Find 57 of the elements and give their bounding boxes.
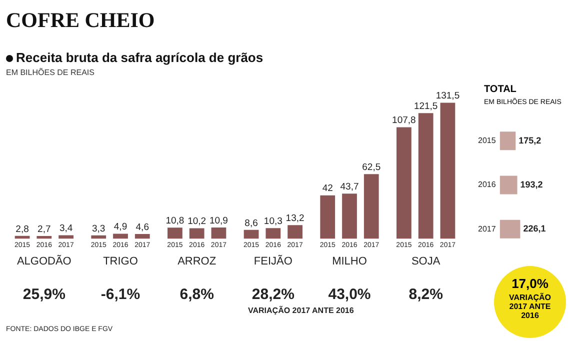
data-label: 10,3 bbox=[264, 216, 282, 228]
y-tick-label: 2017 bbox=[478, 224, 496, 234]
x-tick-label: FEIJÃO bbox=[254, 254, 293, 268]
data-label: 226,1 bbox=[523, 224, 546, 234]
x-tick-label: ALGODÃO bbox=[16, 254, 72, 268]
bar bbox=[288, 225, 302, 239]
data-label: 4,6 bbox=[136, 222, 149, 233]
data-label: 13,2 bbox=[286, 213, 304, 224]
bar bbox=[440, 102, 456, 239]
text: 43,0% bbox=[328, 286, 371, 303]
bar bbox=[266, 228, 281, 239]
text: 6,8% bbox=[180, 286, 214, 303]
data-label: 10,2 bbox=[188, 216, 206, 228]
data-label: 175,2 bbox=[518, 135, 542, 146]
data-label: 3,3 bbox=[92, 223, 106, 234]
y-tick-label: 2015 bbox=[478, 136, 496, 146]
bar bbox=[342, 194, 357, 239]
x-tick-label: ARROZ bbox=[178, 255, 216, 268]
chart-title: TOTAL bbox=[484, 84, 516, 95]
badge-circle: 17,0% VARIAÇÃO 2017 ANTE 2016 bbox=[494, 266, 566, 338]
data-label: 8,6 bbox=[244, 218, 258, 229]
chart-title: COFRE CHEIO bbox=[6, 8, 155, 33]
text: -6,1% bbox=[100, 286, 140, 303]
data-label: 2,8 bbox=[16, 224, 29, 235]
bar bbox=[113, 234, 128, 239]
x-tick-label: TRIGO bbox=[103, 255, 138, 268]
bar bbox=[396, 127, 412, 239]
text: VARIAÇÃO 2017 ANTE 2016 bbox=[248, 306, 354, 315]
text: 8,2% bbox=[408, 286, 443, 303]
y-axis-title: EM BILHÕES DE REAIS bbox=[6, 68, 94, 77]
data-label: 2,7 bbox=[38, 224, 51, 235]
bar bbox=[211, 228, 226, 239]
bar bbox=[134, 234, 150, 239]
bar bbox=[320, 195, 336, 239]
data-label: 107,8 bbox=[392, 115, 416, 126]
x-tick-label: SOJA bbox=[411, 255, 441, 268]
data-label: 121,5 bbox=[414, 101, 438, 112]
bar bbox=[189, 228, 204, 239]
bar bbox=[168, 228, 182, 239]
data-label: 10,8 bbox=[166, 216, 184, 227]
text: 28,2% bbox=[252, 286, 294, 303]
bar bbox=[244, 230, 259, 239]
text: 25,9% bbox=[22, 286, 66, 303]
y-tick-label: 2016 bbox=[478, 180, 496, 190]
data-label: 131,5 bbox=[436, 90, 460, 102]
bar bbox=[36, 236, 52, 239]
data-label: 3,4 bbox=[59, 223, 73, 234]
x-tick-label: MILHO bbox=[332, 255, 368, 268]
data-label: 4,9 bbox=[114, 222, 128, 233]
bar bbox=[418, 113, 434, 239]
data-label: 62,5 bbox=[362, 162, 381, 174]
data-label: 10,9 bbox=[209, 215, 228, 226]
data-label: 42 bbox=[322, 183, 333, 194]
data-label: 193,2 bbox=[520, 179, 543, 190]
bar bbox=[364, 174, 379, 239]
chart-subtitle: Receita bruta da safra agrícola de grãos bbox=[16, 50, 264, 65]
data-label: 43,7 bbox=[340, 181, 359, 192]
